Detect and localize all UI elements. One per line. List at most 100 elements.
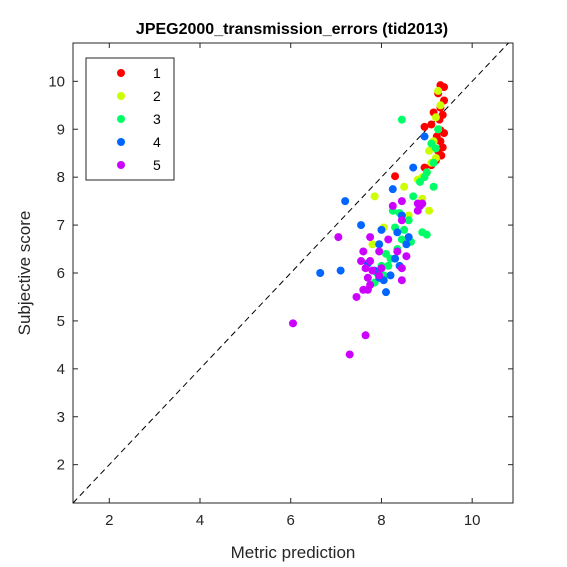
data-point-series-1 — [420, 122, 429, 131]
data-point-series-1 — [436, 137, 445, 146]
data-point-series-1 — [391, 172, 400, 181]
data-point-series-4 — [377, 225, 386, 234]
y-tick-label: 7 — [57, 217, 65, 234]
chart-title: JPEG2000_transmission_errors (tid2013) — [136, 21, 448, 38]
data-point-series-5 — [397, 264, 406, 273]
x-axis: 2 4 6 8 10 — [105, 43, 481, 529]
data-point-series-3 — [404, 216, 413, 225]
data-point-series-2 — [431, 113, 440, 122]
data-point-series-3 — [384, 261, 393, 270]
data-point-series-5 — [402, 252, 411, 261]
data-point-series-5 — [377, 264, 386, 273]
data-point-series-5 — [366, 233, 375, 242]
data-points — [289, 81, 449, 359]
y-tick-label: 8 — [57, 169, 65, 186]
data-point-series-3 — [416, 177, 425, 186]
data-point-series-5 — [375, 271, 384, 280]
x-tick-label: 8 — [377, 512, 385, 529]
legend: 1 2 3 4 5 — [85, 57, 175, 181]
data-point-series-5 — [397, 276, 406, 285]
data-point-series-5 — [363, 273, 372, 282]
data-point-series-4 — [393, 228, 402, 237]
legend-label-5: 5 — [153, 157, 161, 173]
data-point-series-5 — [361, 264, 370, 273]
data-point-series-4 — [316, 269, 325, 277]
y-axis-label: Subjective score — [15, 211, 34, 336]
data-point-series-5 — [334, 233, 343, 242]
data-point-series-3 — [434, 125, 443, 134]
data-point-series-5 — [361, 331, 370, 340]
data-point-series-4 — [391, 254, 400, 263]
y-tick-label: 2 — [57, 457, 65, 474]
data-point-series-5 — [397, 216, 406, 225]
legend-label-1: 1 — [153, 65, 161, 81]
y-tick-label: 10 — [48, 73, 65, 90]
data-point-series-5 — [352, 292, 361, 301]
data-point-series-5 — [397, 197, 406, 206]
data-point-series-4 — [381, 288, 390, 297]
data-point-series-2 — [425, 206, 434, 215]
x-tick-label: 10 — [464, 512, 481, 529]
x-tick-label: 4 — [196, 512, 204, 529]
data-point-series-4 — [341, 197, 350, 206]
legend-box — [85, 57, 175, 181]
data-point-series-4 — [409, 163, 418, 172]
y-tick-label: 3 — [57, 409, 65, 426]
legend-marker-1 — [117, 69, 125, 77]
data-point-series-5 — [388, 201, 397, 210]
data-point-series-3 — [429, 158, 438, 167]
data-point-series-1 — [440, 83, 449, 92]
data-point-series-5 — [384, 235, 393, 244]
data-point-series-2 — [400, 182, 409, 191]
data-point-series-3 — [429, 182, 438, 191]
data-point-series-4 — [386, 271, 395, 280]
data-point-series-4 — [420, 132, 429, 141]
data-point-series-1 — [440, 129, 449, 138]
x-tick-label: 6 — [287, 512, 295, 529]
data-point-series-4 — [402, 240, 411, 249]
data-point-series-2 — [425, 146, 434, 155]
legend-marker-2 — [117, 92, 125, 100]
reference-line — [72, 42, 509, 504]
data-point-series-5 — [357, 257, 366, 266]
data-point-series-3 — [422, 230, 431, 239]
y-tick-label: 4 — [57, 361, 65, 378]
y-tick-label: 6 — [57, 265, 65, 282]
legend-marker-3 — [117, 115, 125, 123]
data-point-series-4 — [375, 240, 384, 249]
data-point-series-1 — [427, 120, 436, 129]
legend-marker-5 — [117, 161, 125, 169]
data-point-series-4 — [388, 185, 397, 194]
data-point-series-2 — [370, 192, 379, 201]
legend-label-4: 4 — [153, 134, 161, 150]
data-point-series-5 — [366, 257, 375, 266]
data-point-series-5 — [368, 266, 377, 275]
y-tick-label: 5 — [57, 313, 65, 330]
data-point-series-5 — [363, 285, 372, 294]
data-point-series-4 — [336, 266, 345, 275]
data-point-series-2 — [434, 86, 443, 95]
data-point-series-5 — [375, 247, 384, 256]
data-point-series-5 — [289, 319, 297, 328]
data-point-series-3 — [431, 144, 440, 153]
data-point-series-5 — [393, 247, 402, 256]
data-point-series-2 — [368, 240, 377, 249]
y-tick-label: 9 — [57, 121, 65, 138]
data-point-series-5 — [413, 206, 422, 215]
data-point-series-4 — [357, 221, 366, 230]
x-axis-label: Metric prediction — [231, 543, 356, 562]
data-point-series-5 — [418, 199, 427, 208]
legend-marker-4 — [117, 138, 125, 146]
legend-label-2: 2 — [153, 88, 161, 104]
data-point-series-5 — [359, 247, 368, 256]
x-tick-label: 2 — [105, 512, 113, 529]
y-axis: 2 3 4 5 6 7 8 9 10 — [48, 73, 513, 474]
legend-label-3: 3 — [153, 111, 161, 127]
data-point-series-3 — [409, 192, 418, 201]
data-point-series-5 — [345, 350, 354, 359]
data-point-series-3 — [400, 225, 409, 234]
data-point-series-3 — [397, 115, 406, 124]
data-point-series-4 — [404, 233, 413, 242]
data-point-series-2 — [436, 101, 445, 110]
